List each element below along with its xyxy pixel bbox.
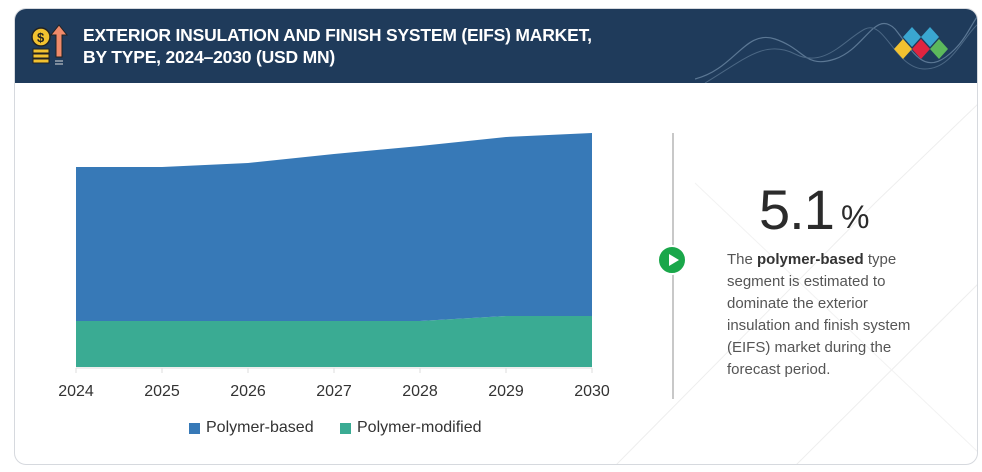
title-line-1: EXTERIOR INSULATION AND FINISH SYSTEM (E… [83,25,592,45]
desc-text: type segment is estimated to dominate th… [727,251,911,378]
x-tick-label: 2024 [58,383,94,400]
cagr-value: 5.1 [759,178,835,241]
header-banner: $ EXTERIOR INSULATION AND FINISH SYSTEM … [15,9,977,83]
x-tick-label: 2030 [574,383,610,400]
play-arrow-icon [657,245,687,275]
legend-item-polymer-based: Polymer-based [189,419,314,437]
legend-swatch-polymer-modified [340,422,351,434]
chart-title: EXTERIOR INSULATION AND FINISH SYSTEM (E… [83,24,592,68]
x-tick-label: 2025 [144,383,180,400]
legend-label: Polymer-modified [357,419,482,436]
desc-bold: polymer-based [757,251,864,268]
area-polymer-based [76,133,592,321]
desc-text: The [727,251,758,268]
title-line-2: BY TYPE, 2024–2030 (USD MN) [83,47,336,67]
highlight-description: The polymer-based type segment is estima… [727,249,923,381]
x-tick-label: 2027 [316,383,352,400]
background-decoration [616,104,977,464]
legend-item-polymer-modified: Polymer-modified [340,419,481,437]
x-tick-label: 2029 [488,383,524,400]
legend-swatch-polymer-based [189,422,200,434]
area-polymer-modified [76,316,592,367]
money-growth-icon: $ [31,24,69,65]
svg-text:$: $ [37,30,45,45]
stacked-area-chart: 2024 2025 2026 2027 2028 2029 2030 [58,133,610,400]
brand-logo [894,27,948,59]
x-tick-label: 2028 [402,383,438,400]
decorative-waves [695,15,977,83]
x-tick-label: 2026 [230,383,266,400]
cagr-unit: % [841,199,870,235]
infographic-card: $ EXTERIOR INSULATION AND FINISH SYSTEM … [14,8,978,465]
legend-label: Polymer-based [206,419,314,436]
